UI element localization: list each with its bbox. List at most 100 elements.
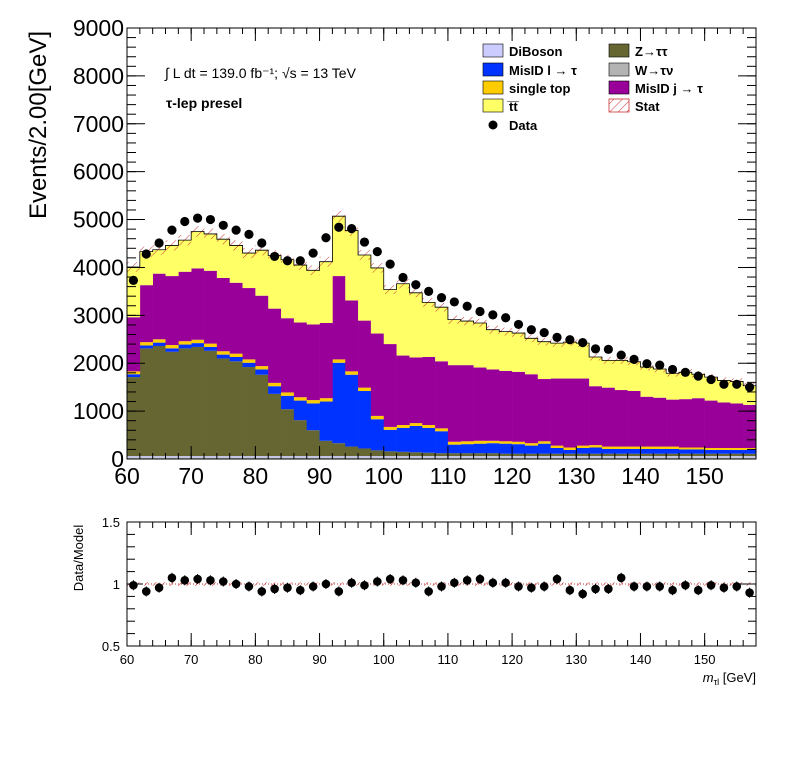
ratio-point [642, 582, 652, 591]
legend-label: DiBoson [509, 44, 563, 59]
stack-bar [358, 320, 372, 388]
stack-bar [653, 457, 667, 459]
stack-bar [473, 322, 487, 368]
stack-bar [152, 456, 166, 458]
stack-bar [204, 343, 218, 347]
data-point [231, 225, 241, 235]
data-point [539, 327, 549, 338]
stack-bar [537, 456, 551, 458]
stack-bar [281, 259, 295, 319]
stack-bar [383, 429, 397, 452]
ratio-x-tick-label: 140 [630, 652, 652, 667]
stack-bar [589, 445, 603, 448]
stack-bar [281, 392, 295, 396]
stack-bar [601, 453, 616, 457]
stack-bar [512, 453, 526, 457]
stack-bar [255, 374, 269, 457]
stack-bar [576, 343, 590, 379]
stack-bar [537, 443, 551, 454]
stack-bar [332, 457, 346, 459]
stack-bar [589, 456, 603, 458]
stack-bar [512, 444, 526, 454]
stack-bar [165, 276, 179, 346]
stack-bar [139, 456, 153, 458]
stack-bar [653, 446, 667, 449]
stack-bar [216, 351, 230, 355]
stack-bar [576, 453, 590, 457]
ratio-point [141, 587, 151, 596]
ratio-x-tick-label: 90 [312, 652, 326, 667]
stack-bar [524, 445, 539, 454]
stack-bar [306, 457, 320, 459]
stack-bar [293, 400, 308, 421]
ratio-x-tick-label: 60 [120, 652, 134, 667]
stack-bar [178, 457, 192, 459]
stack-bar [370, 457, 385, 459]
stack-bar [255, 295, 269, 367]
stack-bar [447, 444, 462, 454]
ratio-y-tick-label: 1.5 [102, 515, 120, 530]
data-point [629, 354, 639, 364]
ratio-point [681, 580, 690, 590]
stack-bar [178, 341, 192, 345]
stack-bar [306, 400, 320, 404]
legend-label: Stat [635, 99, 660, 114]
x-tick-label: 140 [621, 463, 659, 489]
ratio-point [334, 587, 344, 596]
stack-bar [717, 449, 731, 454]
stack-bar [127, 374, 141, 378]
stack-bar [550, 457, 564, 459]
stack-bar [627, 457, 641, 459]
stack-bar [358, 390, 372, 449]
ratio-point [129, 580, 138, 590]
stack-bar [576, 456, 590, 458]
stack-bar [383, 426, 397, 430]
stack-bar [614, 453, 628, 457]
stack-bar [653, 453, 667, 457]
stack-bar [589, 447, 603, 454]
lumi-annotation: ∫ L dt = 139.0 fb⁻¹; √s = 13 TeV [164, 65, 357, 81]
stack-bar [524, 338, 539, 375]
stack-bar [640, 453, 654, 457]
stack-bar [281, 456, 295, 458]
stack-bar [409, 456, 423, 458]
x-tick-label: 80 [243, 463, 269, 489]
ratio-x-tick-label: 70 [184, 652, 198, 667]
stack-bar [601, 387, 616, 447]
data-point [680, 367, 690, 377]
ratio-point [462, 575, 472, 585]
stack-bar [730, 453, 744, 457]
stack-bar [563, 449, 577, 454]
stack-bar [152, 342, 166, 346]
stack-bar [666, 448, 680, 454]
stack-bar [178, 271, 192, 342]
stack-bar [499, 443, 513, 454]
legend-swatch [482, 98, 504, 113]
stack-bar [524, 443, 539, 446]
data-point [398, 272, 408, 283]
y-tick-label: 2000 [73, 350, 124, 376]
ratio-point [706, 580, 716, 590]
stack-bar [704, 457, 718, 459]
stack-bar [447, 441, 462, 445]
stack-bar [204, 457, 218, 459]
data-point [141, 249, 151, 259]
data-point [295, 256, 305, 266]
ratio-x-tick-label: 110 [438, 652, 459, 667]
stack-bar [139, 342, 153, 346]
stack-bar [627, 453, 641, 457]
y-tick-label: 0 [111, 446, 124, 472]
stack-bar [678, 449, 693, 454]
stack-bar [589, 386, 603, 446]
stack-bar [435, 307, 449, 362]
stack-bar [627, 448, 641, 454]
stack-bar [704, 456, 718, 458]
ratio-point [514, 582, 523, 591]
legend-label: t̅t̅ [507, 99, 519, 114]
stack-bar [152, 345, 166, 457]
stack-bar [229, 457, 243, 459]
stack-bar [524, 374, 539, 444]
legend-swatch [482, 43, 504, 58]
stack-bar [678, 456, 693, 458]
stack-bar [691, 456, 705, 458]
